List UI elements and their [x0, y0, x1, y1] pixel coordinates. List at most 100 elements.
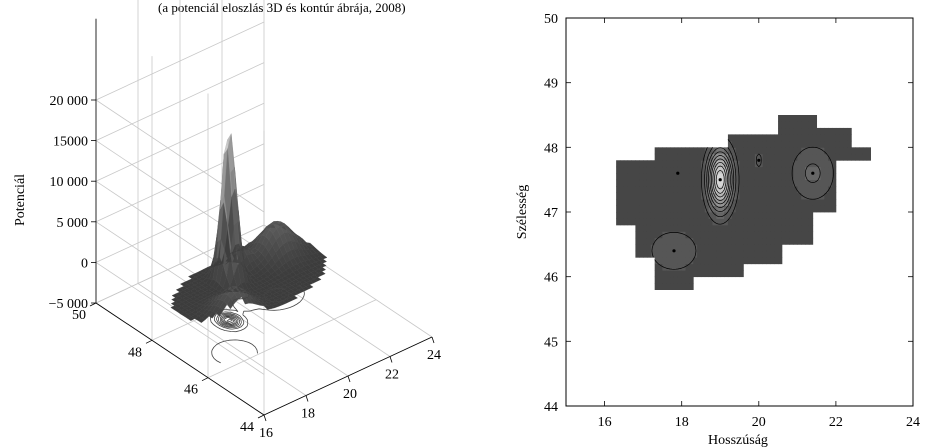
- contour-cell: [693, 166, 698, 174]
- contour-cell: [681, 224, 686, 232]
- contour-cell: [785, 140, 791, 148]
- contour-cell: [708, 179, 713, 187]
- contour-cell: [704, 186, 710, 193]
- contour-cell: [820, 205, 825, 213]
- contour-cell: [643, 160, 648, 168]
- contour-cell: [697, 244, 702, 252]
- contour-cell: [793, 115, 798, 122]
- contour-cell: [646, 173, 652, 181]
- contour-cell: [739, 224, 744, 232]
- contour-cell: [754, 160, 760, 168]
- contour-cell: [697, 186, 702, 193]
- contour-cell: [820, 160, 825, 168]
- contour-cell: [627, 199, 632, 206]
- contour-cell: [666, 237, 671, 245]
- contour-cell: [627, 160, 632, 168]
- contour-cell: [743, 179, 748, 187]
- contour-cell: [708, 263, 713, 271]
- contour-cell: [654, 218, 659, 226]
- contour-cell: [789, 134, 794, 142]
- contour-cell: [619, 166, 625, 174]
- contour-cell: [828, 186, 833, 193]
- contour-cell: [673, 237, 679, 245]
- contour-cell: [808, 231, 814, 239]
- x-tick-label: 16: [259, 426, 273, 441]
- contour-cell: [762, 153, 767, 161]
- contour-cell: [670, 224, 675, 232]
- contour-cell: [658, 250, 663, 258]
- contour-cell: [673, 283, 679, 290]
- contour-cell: [808, 218, 814, 226]
- contour-cell: [677, 160, 683, 168]
- contour-cell: [643, 205, 648, 213]
- contour-cell: [778, 205, 783, 213]
- contour-cell: [639, 179, 644, 187]
- contour-cell: [643, 173, 648, 181]
- contour-cell: [754, 186, 760, 193]
- contour-cell: [774, 173, 779, 181]
- contour-cell: [751, 166, 756, 174]
- contour-cell: [758, 147, 764, 155]
- contour-cell: [727, 166, 733, 174]
- contour-cell: [785, 127, 791, 135]
- contour-cell: [727, 244, 733, 252]
- contour-cell: [708, 237, 713, 245]
- contour-cell: [627, 192, 632, 200]
- contour-cell: [673, 276, 679, 284]
- contour-cell: [766, 153, 771, 161]
- contour-cell: [724, 212, 729, 219]
- contour-cell: [673, 166, 679, 174]
- contour-cell: [762, 140, 767, 148]
- contour-cell: [808, 179, 814, 187]
- contour-cell: [693, 263, 698, 271]
- contour-cell: [658, 276, 663, 284]
- contour-cell: [720, 212, 725, 219]
- contour-cell: [681, 186, 686, 193]
- grid-line: [95, 102, 265, 182]
- contour-cell: [631, 166, 636, 174]
- contour-cell: [808, 127, 814, 135]
- contour-cell: [685, 205, 690, 213]
- contour-cell: [654, 244, 659, 252]
- contour-cell: [689, 257, 694, 265]
- contour-cell: [781, 237, 787, 245]
- contour-cell: [731, 166, 737, 174]
- contour-cell: [712, 250, 717, 258]
- contour-cell: [731, 244, 737, 252]
- contour-cell: [793, 231, 798, 239]
- contour-cell: [693, 218, 698, 226]
- contour-cell: [731, 237, 737, 245]
- contour-cell: [793, 173, 798, 181]
- contour-cell: [747, 199, 752, 206]
- contour-cell: [685, 263, 690, 271]
- axis-line: [95, 302, 265, 416]
- contour-cell: [797, 134, 802, 142]
- contour-cell: [724, 250, 729, 258]
- contour-cell: [820, 186, 825, 193]
- contour-cell: [685, 212, 690, 219]
- contour-cell: [700, 237, 706, 245]
- contour-cell: [754, 140, 760, 148]
- contour-cell: [720, 160, 725, 168]
- contour-cell: [720, 199, 725, 206]
- contour-cell: [697, 257, 702, 265]
- contour-cell: [666, 205, 671, 213]
- contour-cell: [747, 250, 752, 258]
- grid-line: [95, 21, 265, 101]
- contour-cell: [743, 160, 748, 168]
- contour-cell: [658, 160, 663, 168]
- contour-cell: [812, 127, 818, 135]
- contour-cell: [766, 166, 771, 174]
- contour-cell: [666, 160, 671, 168]
- contour-cell: [824, 153, 829, 161]
- contour-cell: [785, 179, 791, 187]
- contour-cell: [785, 153, 791, 161]
- contour-cell: [770, 186, 775, 193]
- contour-cell: [727, 231, 733, 239]
- contour-cell: [685, 237, 690, 245]
- contour-cell: [650, 199, 656, 206]
- contour-cell: [670, 192, 675, 200]
- contour-cell: [716, 224, 721, 232]
- contour-cell: [635, 224, 640, 232]
- contour-cell: [631, 199, 636, 206]
